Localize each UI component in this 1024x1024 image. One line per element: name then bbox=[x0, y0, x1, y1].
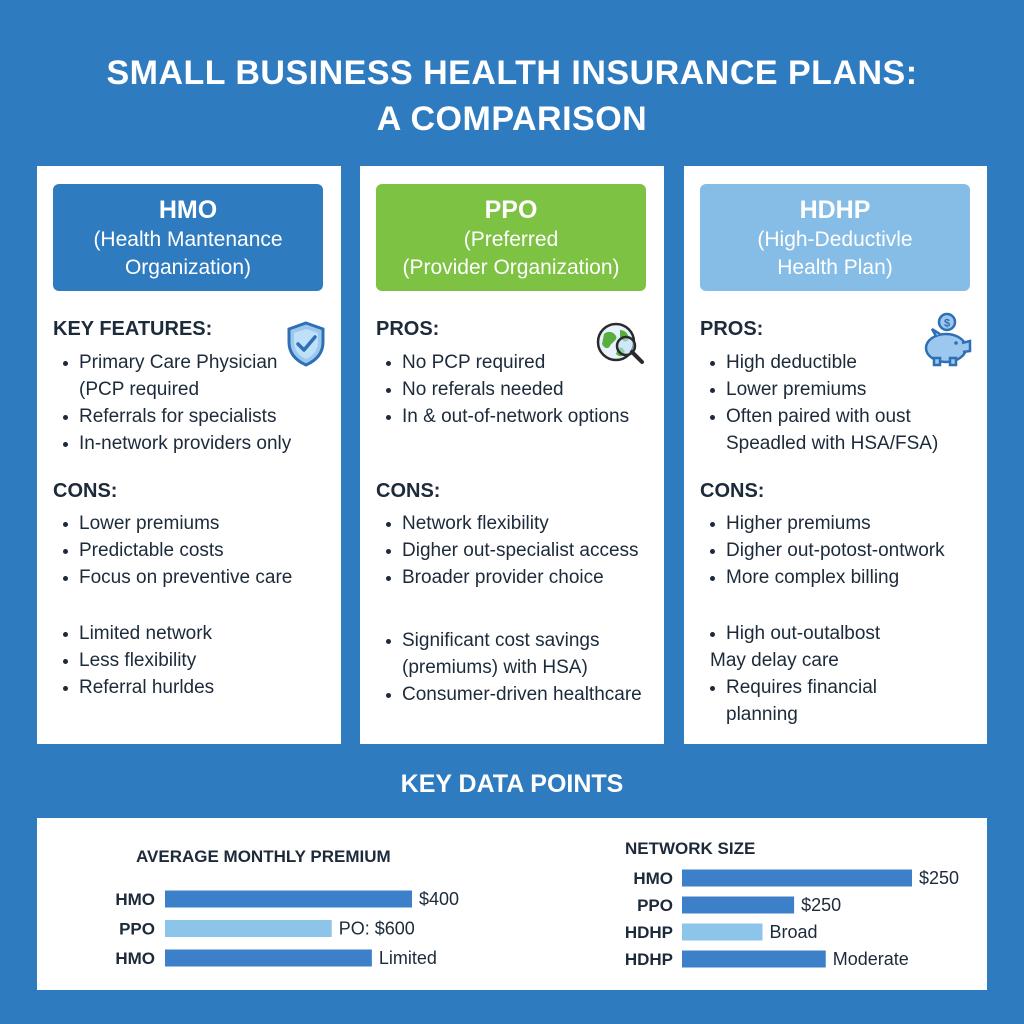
list-item: Significant cost savings bbox=[386, 627, 642, 654]
hdhp-cons-list: Higher premiums Digher out-potost-ontwor… bbox=[710, 510, 945, 591]
list-item: Often paired with oust bbox=[710, 403, 938, 430]
list-item: High out-outalbost bbox=[710, 620, 880, 647]
value-label: Limited bbox=[379, 948, 437, 968]
data-panel: AVERAGE MONTHLY PREMIUM HMO $400 PPO PO: $60… bbox=[37, 818, 987, 990]
hdhp-card-header: HDHP (High-Deductivle Health Plan) bbox=[700, 184, 970, 291]
page-title: SMALL BUSINESS HEALTH INSURANCE PLANS: A… bbox=[0, 50, 1024, 142]
hdhp-card-subtitle-line-2: Health Plan) bbox=[777, 255, 893, 279]
list-item: Less flexibility bbox=[63, 647, 214, 674]
list-item: Limited network bbox=[63, 620, 214, 647]
hdhp-extra-list: High out-outalbost May delay care Requir… bbox=[710, 620, 880, 728]
hmo-card-name: HMO bbox=[158, 195, 218, 224]
value-label: $400 bbox=[419, 889, 459, 909]
premium-chart: AVERAGE MONTHLY PREMIUM HMO $400 PPO PO: $60… bbox=[115, 847, 459, 968]
chart-title: NETWORK SIZE bbox=[625, 839, 755, 858]
hmo-key-features-list: Primary Care Physician (PCP required Ref… bbox=[63, 349, 291, 457]
value-label: $250 bbox=[919, 868, 959, 888]
ppo-cons-title: CONS: bbox=[376, 480, 441, 502]
page-title-line-2: A COMPARISON bbox=[376, 100, 648, 138]
bar bbox=[682, 896, 795, 914]
hmo-card: HMO (Health Mantenance Organization) KEY… bbox=[37, 166, 341, 744]
list-item: Digher out-potost-ontwork bbox=[710, 537, 945, 564]
list-item: Referrals for specialists bbox=[63, 403, 291, 430]
shield-check-icon bbox=[287, 321, 325, 367]
value-label: Broad bbox=[770, 922, 818, 942]
hmo-card-subtitle-line-2: Organization) bbox=[124, 255, 252, 279]
network-chart: NETWORK SIZE HMO $250 PPO $250 HDHP Broad HDHP M… bbox=[625, 839, 959, 969]
bar bbox=[682, 950, 826, 968]
list-item: planning bbox=[726, 704, 798, 725]
ppo-pros-title: PROS: bbox=[376, 318, 440, 340]
hdhp-pros-title: PROS: bbox=[700, 318, 764, 340]
value-label: $250 bbox=[801, 895, 841, 915]
hmo-cons-title: CONS: bbox=[53, 480, 118, 502]
hmo-extra-list: Limited network Less flexibility Referra… bbox=[63, 620, 214, 701]
svg-text:$: $ bbox=[944, 318, 950, 330]
page-title-line-1: SMALL BUSINESS HEALTH INSURANCE PLANS: bbox=[106, 54, 918, 92]
category-label: PPO bbox=[637, 896, 673, 915]
list-item: (PCP required bbox=[79, 379, 200, 400]
list-item: Focus on preventive care bbox=[63, 564, 292, 591]
ppo-cons-list: Network flexibility Digher out-specialis… bbox=[386, 510, 639, 591]
hdhp-card-subtitle-line-1: (High-Deductivle bbox=[757, 227, 913, 251]
list-item: In-network providers only bbox=[63, 430, 291, 457]
hdhp-card-name: HDHP bbox=[799, 195, 871, 224]
bar bbox=[682, 869, 912, 887]
list-item: Referral hurldes bbox=[63, 674, 214, 701]
hmo-key-features-title: KEY FEATURES: bbox=[53, 318, 213, 340]
list-item: May delay care bbox=[710, 650, 839, 671]
data-section-heading: KEY DATA POINTS bbox=[400, 770, 624, 798]
piggy-bank-icon: $ bbox=[924, 312, 972, 367]
hmo-card-subtitle-line-1: (Health Mantenance bbox=[93, 227, 283, 251]
list-item: Higher premiums bbox=[710, 510, 945, 537]
ppo-card-name: PPO bbox=[484, 195, 538, 224]
category-label: HDHP bbox=[625, 923, 673, 942]
list-item: No referals needed bbox=[386, 376, 629, 403]
ppo-card-subtitle-line-2: (Provider Organization) bbox=[402, 255, 620, 279]
list-item: (premiums) with HSA) bbox=[402, 657, 588, 678]
list-item: Lower premiums bbox=[63, 510, 292, 537]
list-item: Requires financial bbox=[710, 674, 880, 701]
bar bbox=[682, 923, 763, 941]
list-item: Primary Care Physician bbox=[63, 349, 291, 376]
category-label: HDHP bbox=[625, 950, 673, 969]
globe-magnifier-icon bbox=[596, 322, 644, 364]
ppo-card: PPO (Preferred (Provider Organization) P… bbox=[360, 166, 664, 744]
list-item: Digher out-specialist access bbox=[386, 537, 639, 564]
hdhp-pros-list: High deductible Lower premiums Often pai… bbox=[710, 349, 938, 457]
list-item: More complex billing bbox=[710, 564, 945, 591]
bar bbox=[165, 920, 332, 937]
bar bbox=[165, 890, 412, 908]
ppo-card-subtitle-line-1: (Preferred bbox=[463, 227, 559, 251]
hmo-cons-list: Lower premiums Predictable costs Focus o… bbox=[63, 510, 292, 591]
list-item: Predictable costs bbox=[63, 537, 292, 564]
value-label: Moderate bbox=[833, 949, 909, 969]
chart-title: AVERAGE MONTHLY PREMIUM bbox=[136, 847, 391, 866]
ppo-extra-list: Significant cost savings (premiums) with… bbox=[386, 627, 642, 708]
hmo-card-header: HMO (Health Mantenance Organization) bbox=[53, 184, 323, 291]
ppo-card-header: PPO (Preferred (Provider Organization) bbox=[376, 184, 646, 291]
list-item: In & out-of-network options bbox=[386, 403, 629, 430]
list-item: High deductible bbox=[710, 349, 938, 376]
hdhp-cons-title: CONS: bbox=[700, 480, 765, 502]
list-item: Network flexibility bbox=[386, 510, 639, 537]
list-item: No PCP required bbox=[386, 349, 629, 376]
category-label: PPO bbox=[119, 920, 155, 939]
list-item: Speadled with HSA/FSA) bbox=[726, 433, 939, 454]
category-label: HMO bbox=[633, 869, 673, 888]
hdhp-card: HDHP (High-Deductivle Health Plan) PROS:… bbox=[684, 166, 987, 744]
data-charts: AVERAGE MONTHLY PREMIUM HMO $400 PPO PO: $60… bbox=[115, 839, 959, 969]
list-item: Consumer-driven healthcare bbox=[386, 681, 642, 708]
value-label: PO: $600 bbox=[339, 919, 415, 939]
category-label: HMO bbox=[115, 949, 155, 968]
category-label: HMO bbox=[115, 890, 155, 909]
list-item: Broader provider choice bbox=[386, 564, 639, 591]
bar bbox=[165, 949, 372, 967]
ppo-pros-list: No PCP required No referals needed In & … bbox=[386, 349, 629, 430]
list-item: Lower premiums bbox=[710, 376, 938, 403]
